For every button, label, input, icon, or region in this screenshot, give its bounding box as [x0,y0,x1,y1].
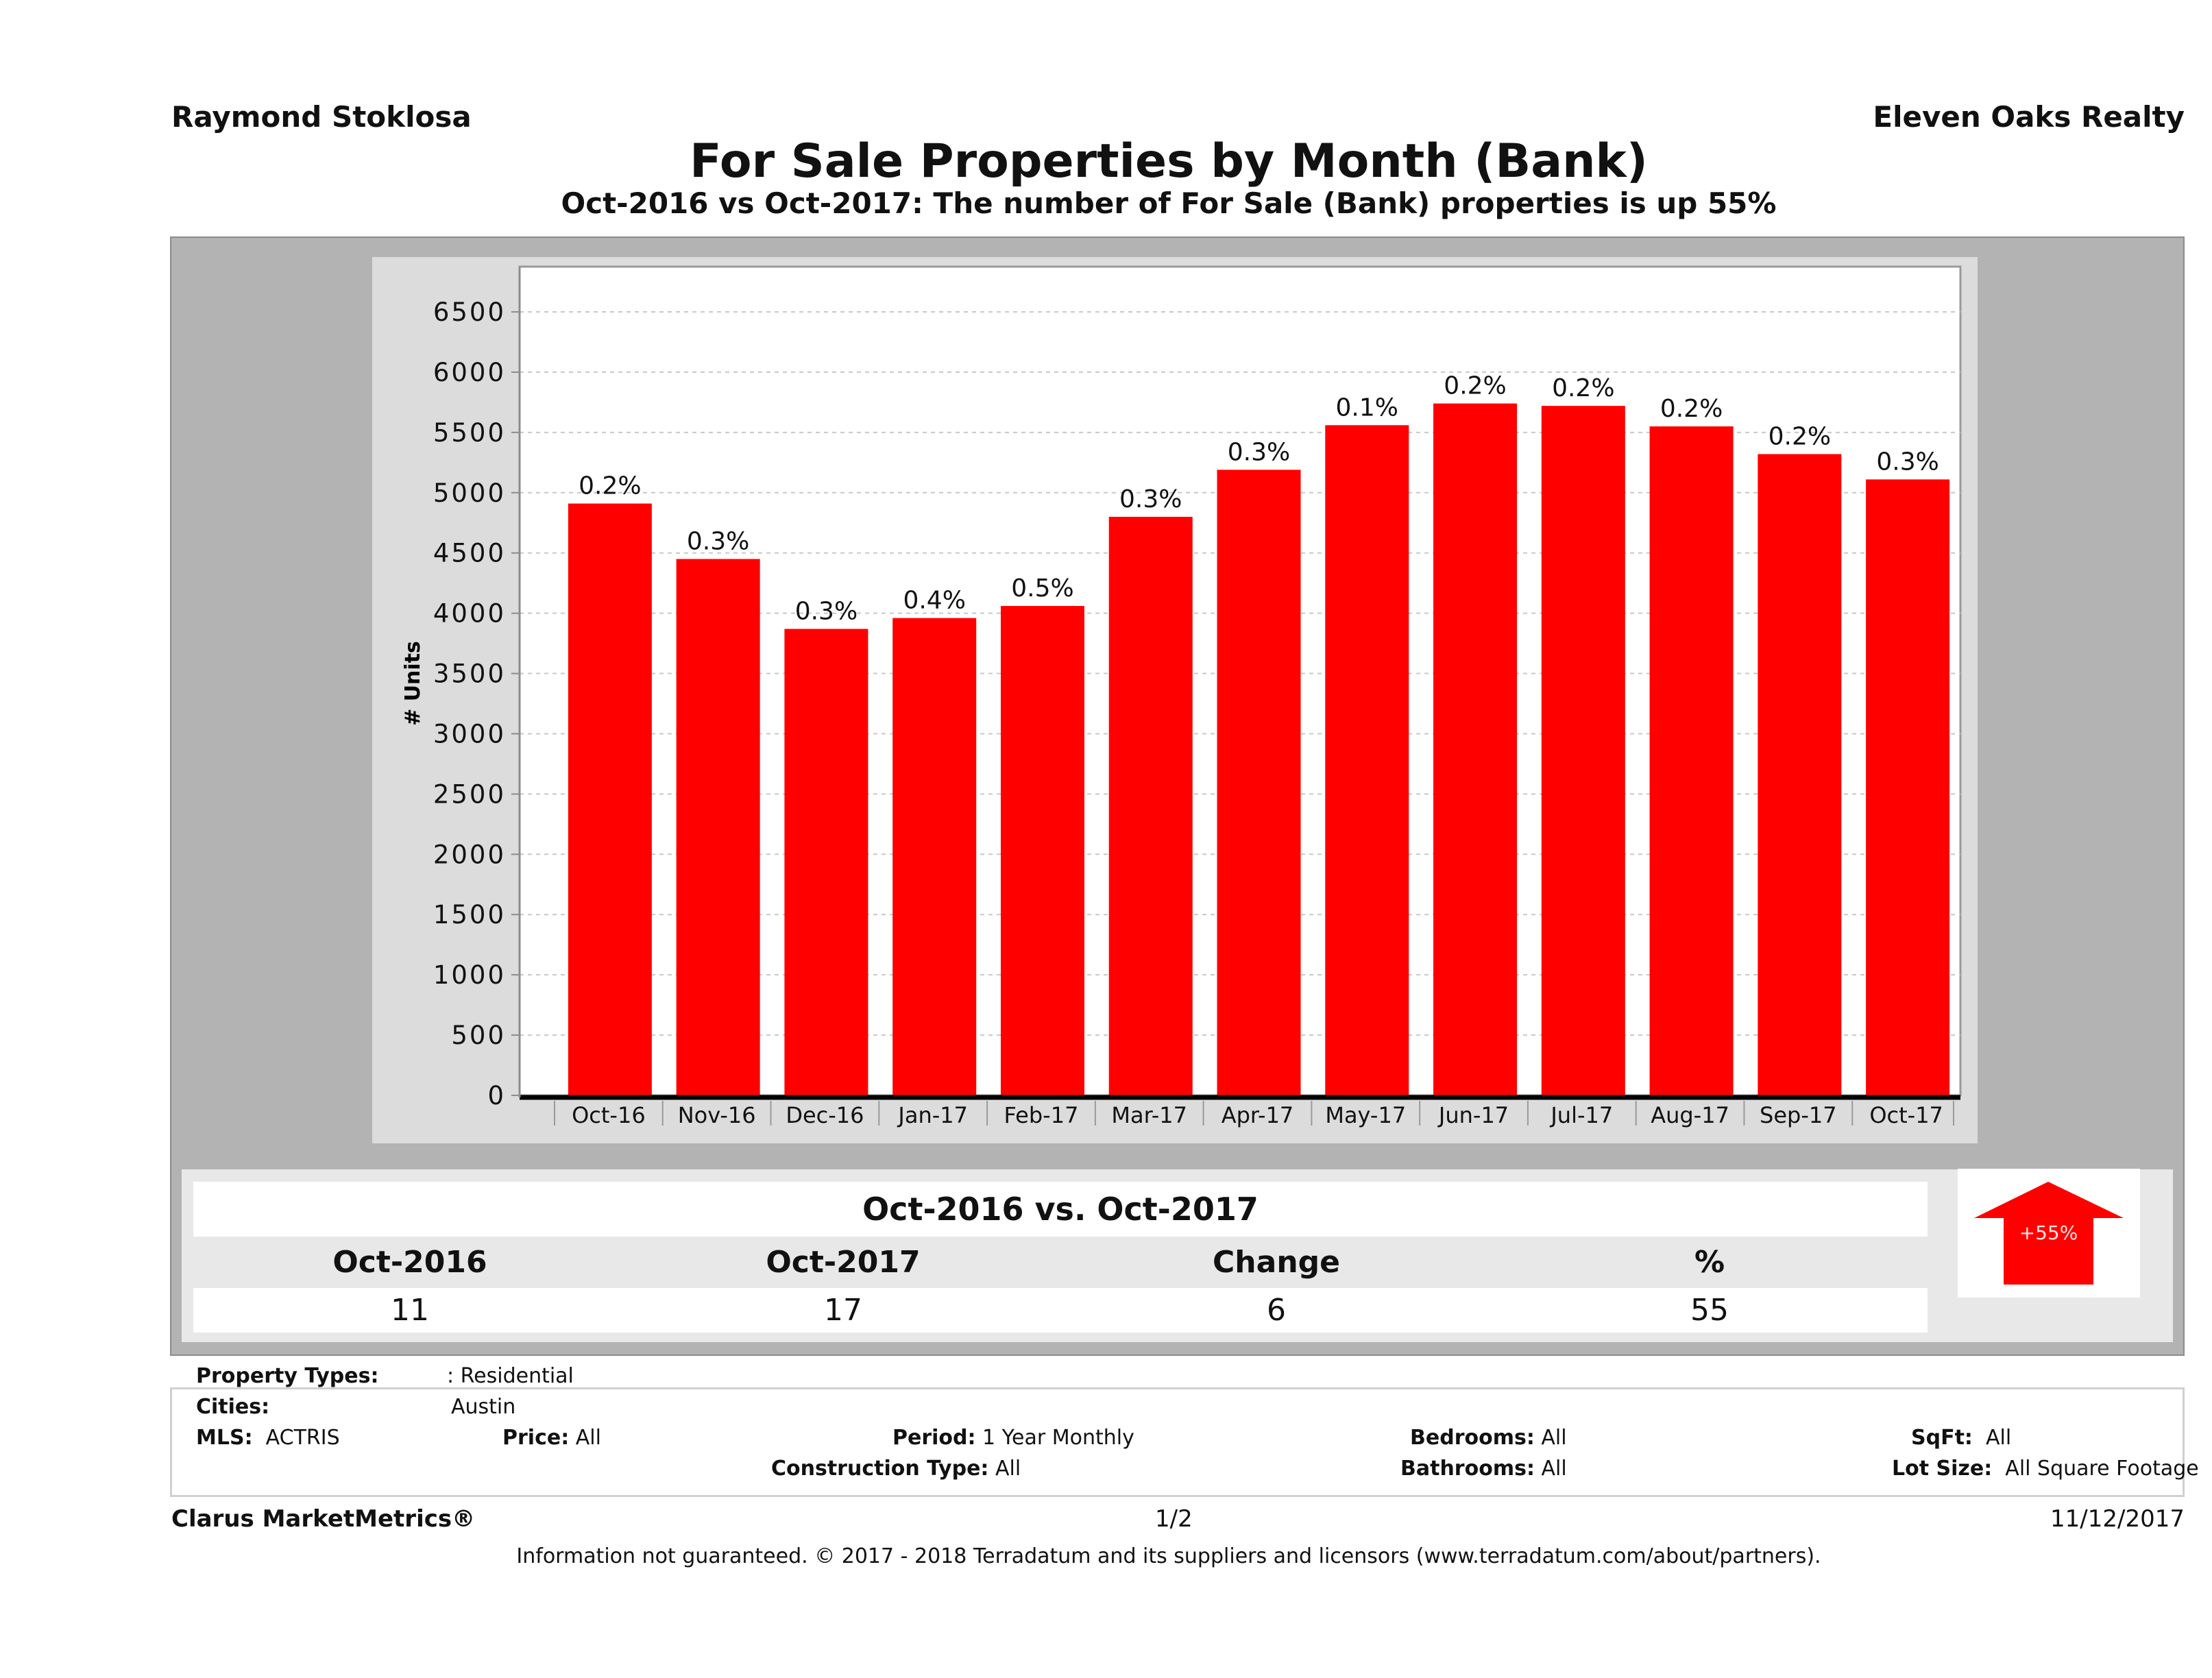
data-label: 0.2% [1660,395,1723,423]
value-oct-2016: 11 [391,1293,429,1328]
y-tick-label: 1500 [433,900,506,929]
y-tick-label: 5000 [433,478,506,508]
filter-bedrooms: Bedrooms: All [1410,1426,1567,1450]
header-percent: % [1694,1245,1725,1280]
y-tick-label: 3000 [433,719,506,749]
x-tick-label: Oct-17 [1869,1102,1943,1128]
value-oct-2017: 17 [824,1293,862,1328]
x-tick-label: Nov-16 [678,1102,756,1128]
y-tick-label: 0 [487,1081,506,1110]
report-date: 11/12/2017 [2050,1505,2185,1533]
bar-oct-17 [1866,479,1950,1095]
filter-sqft: SqFt: All [1911,1426,2012,1450]
filter-summary [170,1387,2185,1497]
x-tick-label: Oct-16 [572,1102,646,1128]
data-label: 0.2% [1769,422,1831,450]
header-oct-2017: Oct-2017 [766,1245,921,1280]
filter-period: Period: 1 Year Monthly [892,1426,1134,1450]
y-tick-label: 1000 [433,960,506,990]
bar-may-17 [1325,425,1409,1095]
data-label: 0.5% [1011,574,1073,603]
y-tick-label: 500 [451,1021,506,1050]
filter-property-types-value: : Residential [447,1364,574,1388]
brokerage-name: Eleven Oaks Realty [1873,100,2185,134]
header-change: Change [1213,1245,1340,1280]
x-axis-ticks: Oct-16 Nov-16 Dec-16 Jan-17 Feb-17 Mar-17 Apr-… [554,1101,1954,1128]
bar-jan-17 [892,618,977,1095]
x-tick-label: Dec-16 [786,1102,864,1128]
data-label: 0.1% [1336,393,1398,422]
y-tick-label: 3500 [433,659,506,689]
y-tick-label: 2500 [433,779,506,809]
bar-nov-16 [676,559,760,1095]
bars [568,403,1950,1095]
filter-price: Price: All [502,1426,601,1450]
agent-name: Raymond Stoklosa [171,100,472,134]
value-percent: 55 [1690,1293,1729,1328]
filter-cities-label: Cities: [196,1395,270,1419]
disclaimer: Information not guaranteed. © 2017 - 201… [516,1544,1821,1568]
data-label: 0.2% [1444,372,1506,400]
y-tick-label: 4000 [433,599,506,629]
x-tick-label: Jul-17 [1549,1102,1613,1128]
filter-lot-size: Lot Size: All Square Footage [1892,1457,2199,1481]
y-tick-label: 2000 [433,840,506,869]
page-number: 1/2 [1155,1505,1193,1533]
comparison-header-row: Oct-2016 Oct-2017 Change % [193,1237,1928,1288]
change-badge: +55% [2019,1221,2078,1244]
filter-property-types: Property Types: [196,1364,379,1388]
filter-cities-value: Austin [451,1395,516,1419]
filter-mls: MLS: ACTRIS [196,1426,340,1450]
bar-feb-17 [1000,606,1084,1095]
x-tick-label: Jan-17 [897,1102,968,1128]
filter-bathrooms: Bathrooms: All [1400,1457,1567,1481]
y-axis-ticks: 0 500 1000 1500 2000 2500 3000 3500 4000 4500 5000… [433,297,520,1110]
data-label: 0.4% [903,587,965,615]
data-label: 0.2% [579,472,641,500]
x-tick-label: Feb-17 [1004,1102,1079,1128]
comparison-title: Oct-2016 vs. Oct-2017 [193,1182,1928,1237]
comparison-value-row: 11 17 6 55 [193,1288,1928,1333]
product-name: Clarus MarketMetrics® [171,1505,476,1533]
y-tick-label: 6500 [433,297,506,327]
bar-jun-17 [1433,403,1518,1095]
header-oct-2016: Oct-2016 [332,1245,487,1280]
x-tick-label: Sep-17 [1760,1102,1837,1128]
y-tick-label: 5500 [433,418,506,448]
data-label: 0.3% [795,597,858,625]
data-labels: 0.2% 0.3% 0.3% 0.4% 0.5% 0.3% 0.3% 0.1% 0.2% 0.2%… [579,372,1939,626]
x-tick-label: Aug-17 [1651,1102,1729,1128]
filter-construction-type: Construction Type: All [771,1457,1021,1481]
bar-jul-17 [1541,406,1625,1095]
report-title: For Sale Properties by Month (Bank) [690,134,1648,189]
bar-dec-16 [784,629,868,1095]
report-subtitle: Oct-2016 vs Oct-2017: The number of For … [561,186,1777,220]
data-label: 0.3% [1119,485,1182,513]
x-tick-label: Jun-17 [1437,1102,1509,1128]
value-change: 6 [1267,1293,1286,1328]
x-tick-label: May-17 [1325,1102,1406,1128]
x-tick-label: Mar-17 [1111,1102,1187,1128]
bar-apr-17 [1217,470,1301,1095]
data-label: 0.2% [1552,374,1614,402]
y-tick-label: 6000 [433,358,506,387]
bar-mar-17 [1108,516,1193,1095]
y-axis-title: # Units [401,641,425,726]
data-label: 0.3% [1228,438,1290,466]
x-tick-label: Apr-17 [1222,1102,1294,1128]
bar-aug-17 [1649,426,1734,1095]
bar-sep-17 [1758,454,1842,1095]
bar-oct-16 [568,503,652,1095]
data-label: 0.3% [1876,448,1938,476]
y-tick-label: 4500 [433,539,506,568]
data-label: 0.3% [687,527,749,555]
